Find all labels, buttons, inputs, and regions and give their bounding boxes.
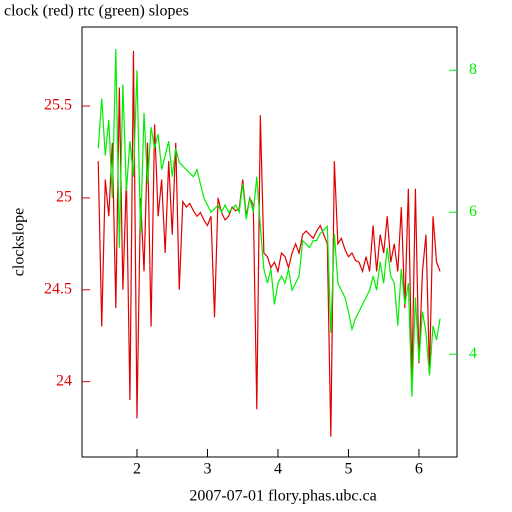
data-line [97,50,441,437]
y-axis-label: clockslope [11,208,28,276]
y2-tick-label: 6 [469,203,477,220]
plot-frame [81,26,458,458]
y-tick-label: 25.5 [44,97,72,114]
data-line [97,48,441,397]
y2-tick-label: 4 [469,345,477,362]
y2-tick-label: 8 [469,61,477,78]
x-tick-label: 4 [274,461,282,478]
x-axis-label: 2007-07-01 flory.phas.ubc.ca [189,488,376,505]
x-tick-label: 2 [133,461,141,478]
x-tick-label: 5 [344,461,352,478]
y-tick-label: 24 [56,372,72,389]
y-tick-label: 24.5 [44,280,72,297]
y-tick-label: 25 [56,189,72,206]
chart-title: clock (red) rtc (green) slopes [4,3,189,20]
x-tick-label: 3 [203,461,211,478]
x-tick-label: 6 [415,461,423,478]
